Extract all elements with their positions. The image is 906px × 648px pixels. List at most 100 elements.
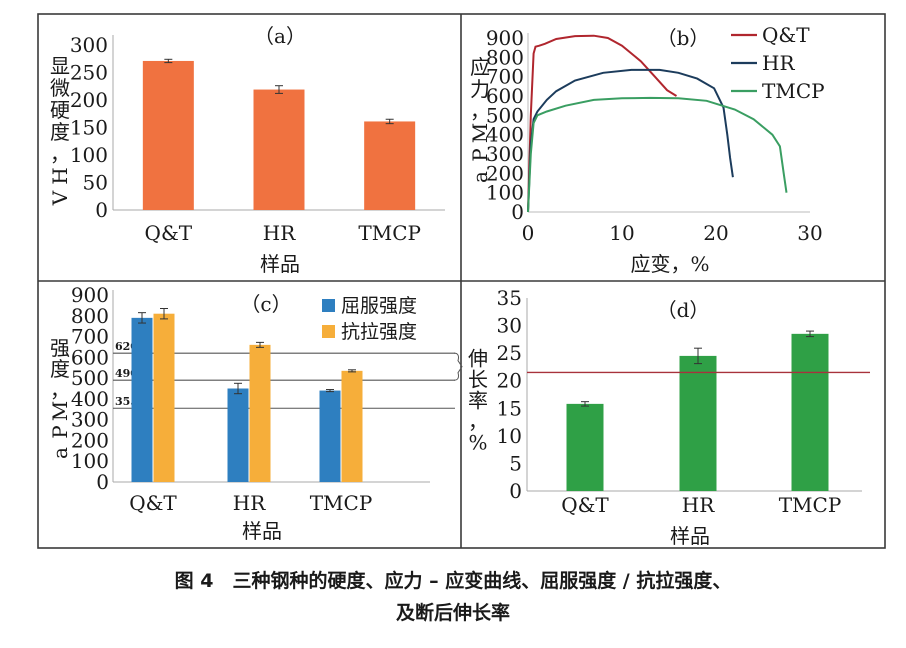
y-tick-label: 15	[497, 396, 522, 420]
x-axis-label: 样品	[242, 519, 282, 543]
ylabel-char: a	[48, 447, 72, 459]
ylabel-char: 强	[50, 336, 70, 360]
ylabel-char: 率	[468, 389, 488, 413]
y-tick-label: 200	[71, 428, 109, 452]
range-brace	[453, 352, 463, 381]
y-tick-label: 900	[486, 26, 524, 50]
series-line-qt	[527, 34, 678, 213]
y-tick-label: 500	[71, 366, 109, 390]
ylabel-char: ，	[50, 378, 70, 402]
ylabel-char: %	[468, 431, 487, 455]
series-line-tmcp	[527, 96, 788, 213]
x-tick-label: HR	[263, 221, 296, 245]
ylabel-char: 长	[468, 368, 488, 392]
x-tick-label: HR	[233, 491, 266, 515]
legend-label: Q&T	[762, 23, 810, 47]
ylabel-char: P	[468, 148, 492, 161]
y-tick-label: 0	[96, 470, 109, 494]
x-tick-label: Q&T	[561, 493, 609, 517]
x-tick-label: HR	[682, 493, 715, 517]
y-axis-label: 强度，MPa	[48, 336, 72, 459]
y-tick-label: 300	[70, 33, 108, 57]
ylabel-char: 伸	[468, 347, 488, 371]
y-tick-label: 5	[509, 451, 522, 475]
ylabel-char: ，	[470, 99, 490, 123]
ylabel-char: a	[468, 171, 492, 183]
bar-tensile-hr	[249, 344, 271, 482]
figure-caption: 图 4 三种钢种的硬度、应力 – 应变曲线、屈服强度 / 抗拉强度、 及断后伸长…	[0, 565, 906, 629]
bar-yield-tmcp	[319, 390, 341, 482]
y-tick-label: 300	[486, 142, 524, 166]
bar-qt	[566, 403, 604, 491]
y-tick-label: 25	[497, 341, 522, 365]
x-axis-label: 样品	[670, 524, 710, 548]
y-tick-label: 700	[71, 325, 109, 349]
bar-hr	[679, 355, 717, 491]
y-tick-label: 35	[497, 286, 522, 310]
y-tick-label: 100	[486, 181, 524, 205]
ylabel-char: ，	[468, 410, 488, 434]
ylabel-char: ，	[50, 142, 70, 166]
panel-label: （a）	[254, 24, 306, 48]
y-tick-label: 250	[70, 61, 108, 85]
bar-tmcp	[791, 333, 829, 491]
x-axis-label: 应变，%	[630, 252, 709, 276]
ylabel-char: V	[48, 190, 72, 206]
y-tick-label: 0	[509, 479, 522, 503]
y-tick-label: 600	[486, 84, 524, 108]
bar-tmcp	[364, 121, 416, 210]
y-tick-label: 300	[71, 408, 109, 432]
bar-qt	[142, 60, 194, 211]
bar-tensile-tmcp	[341, 370, 363, 482]
ylabel-char: P	[48, 425, 72, 438]
y-tick-label: 200	[486, 161, 524, 185]
legend-label: 抗拉强度	[341, 321, 417, 343]
y-tick-label: 600	[71, 345, 109, 369]
legend-swatch	[322, 325, 335, 338]
x-tick-label: 20	[703, 221, 728, 245]
y-tick-label: 400	[71, 387, 109, 411]
x-tick-label: 10	[609, 221, 634, 245]
ylabel-char: 显	[50, 54, 70, 78]
ylabel-char: H	[48, 167, 72, 184]
y-tick-label: 0	[511, 200, 524, 224]
bar-yield-hr	[227, 388, 249, 482]
y-tick-label: 400	[486, 123, 524, 147]
x-tick-label: TMCP	[358, 221, 421, 245]
panel-c-strength-chart: 0100200300400500600700800900620490355Q&T…	[48, 283, 463, 543]
y-tick-label: 500	[486, 103, 524, 127]
y-tick-label: 150	[70, 116, 108, 140]
y-axis-label: 伸长率，%	[468, 347, 488, 455]
ylabel-char: 硬	[50, 98, 70, 122]
legend-swatch	[322, 299, 335, 312]
legend-label: TMCP	[762, 79, 825, 103]
ylabel-char: 应	[470, 55, 490, 79]
legend-label: 屈服强度	[341, 295, 417, 317]
panel-label: （b）	[657, 26, 710, 50]
x-tick-label: 0	[522, 221, 535, 245]
y-tick-label: 30	[497, 314, 522, 338]
ylabel-char: 微	[50, 76, 70, 100]
panel-label: （d）	[657, 298, 710, 322]
y-tick-label: 20	[497, 369, 522, 393]
x-tick-label: TMCP	[779, 493, 842, 517]
y-axis-label: 应力，MPa	[468, 55, 492, 183]
y-tick-label: 900	[71, 283, 109, 307]
ylabel-char: 度	[50, 357, 70, 381]
caption-line-1: 图 4 三种钢种的硬度、应力 – 应变曲线、屈服强度 / 抗拉强度、	[174, 570, 732, 592]
caption-line-2: 及断后伸长率	[395, 602, 510, 624]
ylabel-char: 度	[50, 120, 70, 144]
panel-d-elongation-chart: 0 5 10 15 20 25 30 35 Q&T HR TMCP （d） 样品 伸长率，%	[468, 286, 870, 548]
x-tick-label: TMCP	[310, 491, 373, 515]
bar-yield-qt	[131, 317, 153, 482]
y-tick-label: 800	[71, 304, 109, 328]
x-tick-label: Q&T	[145, 221, 193, 245]
y-tick-label: 50	[83, 171, 108, 195]
ylabel-char: M	[468, 123, 492, 143]
x-tick-label: 30	[797, 221, 822, 245]
y-tick-label: 100	[70, 143, 108, 167]
